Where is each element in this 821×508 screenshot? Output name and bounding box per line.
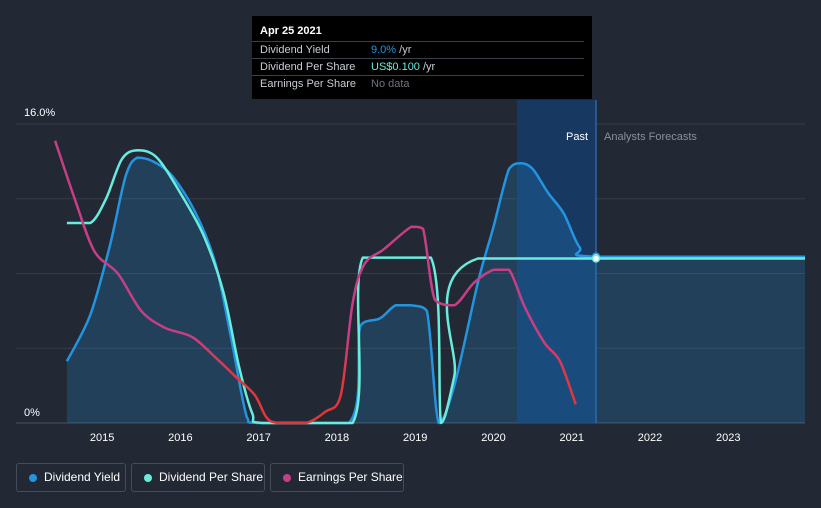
series-line-earnings-per-share — [53, 140, 577, 425]
series-line-dividend-per-share — [66, 148, 805, 425]
tooltip-label: Earnings Per Share — [260, 78, 356, 90]
hover-marker-point — [591, 254, 601, 263]
chart-grid — [16, 123, 805, 424]
legend-label: Dividend Yield — [44, 470, 121, 484]
y-axis-max-label: 16.0% — [24, 107, 55, 119]
tooltip-row-dividend-yield: Dividend Yield 9.0% /yr — [252, 41, 584, 59]
tooltip-value: 9.0% /yr — [371, 44, 412, 56]
x-tick-label: 2022 — [638, 432, 662, 444]
chart-series-lines — [53, 140, 805, 425]
x-tick-label: 2023 — [716, 432, 740, 444]
legend-dot-icon — [144, 474, 152, 482]
tooltip-value: No data — [371, 78, 410, 90]
y-axis-min-label: 0% — [24, 407, 40, 419]
hover-markers — [591, 252, 601, 263]
tooltip-row-earnings-per-share: Earnings Per Share No data — [252, 75, 584, 93]
legend-earnings-per-share[interactable]: Earnings Per Share — [270, 463, 404, 492]
x-tick-label: 2018 — [325, 432, 349, 444]
legend-label: Dividend Per Share — [159, 470, 264, 484]
chart-area-fills — [66, 157, 805, 423]
x-axis-ticks: 2015 2016 2017 2018 2019 2020 2021 2022 2023 — [90, 432, 741, 444]
tooltip-label: Dividend Per Share — [260, 61, 356, 73]
legend-dot-icon — [29, 474, 37, 482]
tooltip-label: Dividend Yield — [260, 44, 330, 56]
legend-dividend-per-share[interactable]: Dividend Per Share — [131, 463, 265, 492]
x-tick-label: 2020 — [481, 432, 505, 444]
x-tick-label: 2016 — [168, 432, 192, 444]
legend-dot-icon — [283, 474, 291, 482]
past-highlight-band — [516, 100, 597, 423]
series-line-dividend-yield — [65, 156, 805, 425]
x-tick-label: 2017 — [246, 432, 270, 444]
tooltip-row-dividend-per-share: Dividend Per Share US$0.100 /yr — [252, 58, 584, 76]
x-tick-label: 2021 — [560, 432, 584, 444]
x-tick-label: 2019 — [403, 432, 427, 444]
tooltip-date: Apr 25 2021 — [260, 25, 322, 37]
x-tick-label: 2015 — [90, 432, 114, 444]
tooltip-value: US$0.100 /yr — [371, 61, 436, 73]
past-label: Past — [566, 131, 588, 143]
analysts-forecasts-label: Analysts Forecasts — [604, 131, 697, 143]
legend-dividend-yield[interactable]: Dividend Yield — [16, 463, 126, 492]
hover-tooltip: Apr 25 2021 Dividend Yield 9.0% /yr Divi… — [252, 16, 592, 99]
legend-label: Earnings Per Share — [298, 470, 403, 484]
series-area-0 — [66, 157, 805, 423]
